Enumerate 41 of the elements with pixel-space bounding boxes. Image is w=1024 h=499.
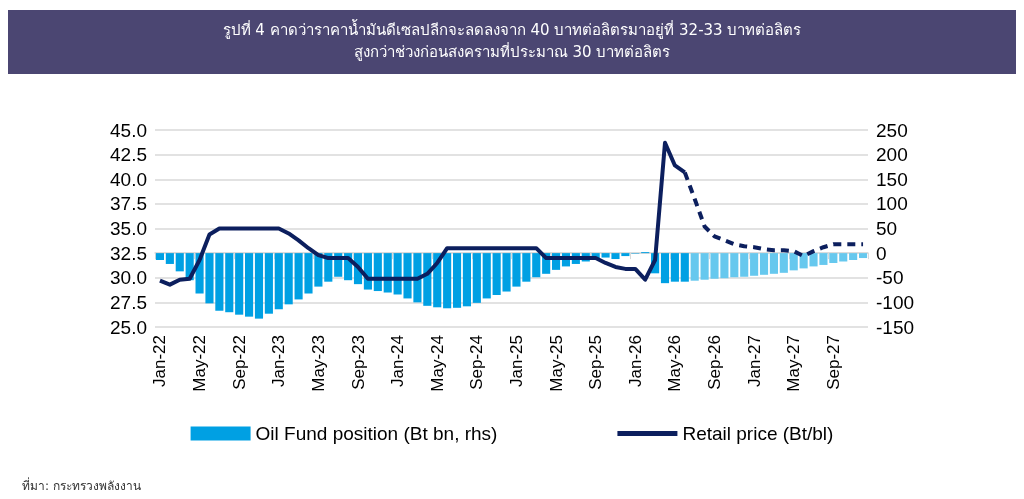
y2-tick-label: -150: [876, 316, 915, 338]
x-tick-label: May-27: [784, 335, 804, 392]
y-tick-label: 30.0: [110, 267, 147, 289]
x-tick-label: Jan-23: [269, 335, 289, 387]
x-tick-label: May-23: [308, 335, 328, 392]
legend-label: Oil Fund position (Bt bn, rhs): [255, 423, 498, 444]
legend-label: Retail price (Bt/bl): [682, 423, 834, 444]
x-tick-label: May-24: [427, 335, 447, 392]
y2-tick-label: -100: [876, 291, 915, 313]
x-tick-label: Sep-22: [229, 335, 249, 390]
x-tick-label: Sep-25: [586, 335, 606, 390]
x-tick-label: Sep-27: [823, 335, 843, 390]
chart-subtitle: สูงกว่าช่วงก่อนสงครามที่ประมาณ 30 บาทต่อลิตร: [352, 41, 672, 63]
x-tick-label: Jan-24: [388, 335, 408, 387]
x-tick-label: May-25: [546, 335, 566, 392]
x-tick-label: Jan-26: [625, 335, 645, 387]
y-tick-label: 35.0: [110, 218, 147, 239]
y2-tick-label: 100: [876, 193, 908, 215]
x-tick-label: Sep-24: [467, 335, 487, 390]
y-tick-label: 32.5: [110, 242, 147, 264]
y2-tick-label: 50: [876, 218, 898, 239]
y-tick-label: 42.5: [110, 144, 147, 166]
y-tick-label: 37.5: [110, 193, 147, 215]
x-tick-label: Jan-27: [744, 335, 764, 387]
x-tick-label: May-22: [190, 335, 210, 392]
x-tick-label: Sep-26: [705, 335, 725, 390]
chart-title: รูปที่ 4 คาดว่าราคาน้ำมันดีเซลปลีกจะลดลงจาก 40 บาทต่อลิตรมาอยู่ที่ 32-33 บาทต่อลิตร: [221, 19, 803, 41]
text: ที่มา: กระทรวงพลังงาน: [22, 476, 141, 495]
x-tick-label: Jan-25: [506, 335, 526, 387]
x-tick-label: Sep-23: [348, 335, 368, 390]
y2-tick-label: -50: [876, 267, 904, 289]
y-tick-label: 27.5: [110, 291, 147, 313]
x-tick-label: May-26: [665, 335, 685, 392]
x-tick-label: Jan-22: [150, 335, 170, 387]
y-tick-label: 25.0: [110, 316, 147, 338]
y2-tick-label: 0: [876, 242, 887, 264]
y-tick-label: 45.0: [110, 119, 147, 141]
y2-tick-label: 200: [876, 144, 908, 166]
y2-tick-label: 150: [876, 168, 908, 190]
y-tick-label: 40.0: [110, 168, 147, 190]
y2-tick-label: 250: [876, 119, 908, 141]
